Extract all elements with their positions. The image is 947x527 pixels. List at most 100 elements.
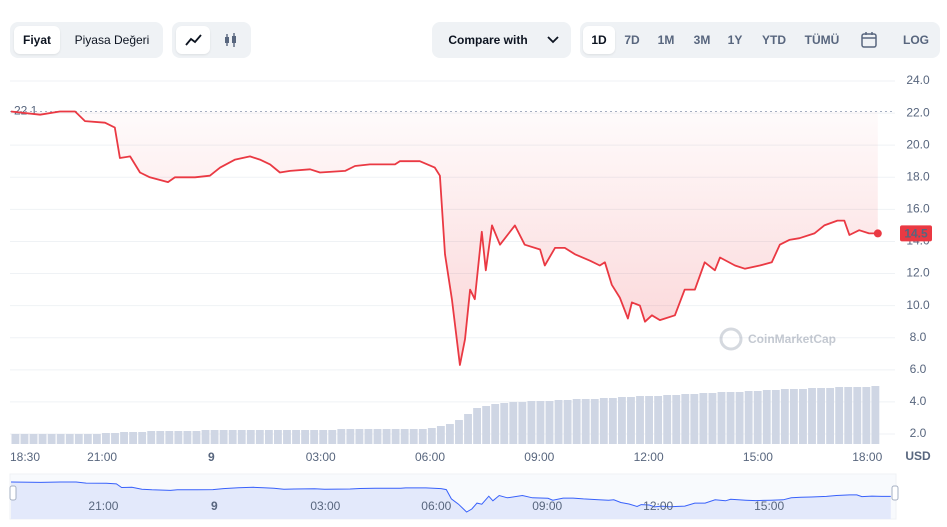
volume-bar xyxy=(355,429,364,444)
volume-bar xyxy=(427,428,436,444)
volume-bar xyxy=(255,430,264,444)
volume-bar xyxy=(681,394,690,444)
range-tab[interactable]: 3M xyxy=(693,33,711,47)
y-tick-label: 12.0 xyxy=(906,266,930,280)
tab[interactable]: Piyasa Değeri xyxy=(74,33,150,47)
x-tick-label: 21:00 xyxy=(87,450,117,464)
volume-bar xyxy=(228,430,237,444)
volume-bar xyxy=(301,430,310,444)
volume-bar xyxy=(111,433,119,444)
volume-bar xyxy=(735,392,744,444)
volume-bar xyxy=(147,431,156,444)
volume-bar xyxy=(436,426,445,444)
volume-bar xyxy=(617,397,626,444)
volume-bar xyxy=(455,420,463,444)
volume-bar xyxy=(364,429,373,444)
tab-selected[interactable] xyxy=(14,26,60,54)
range-tab[interactable]: 7D xyxy=(624,33,640,47)
volume-bar xyxy=(554,400,563,444)
range-selected[interactable] xyxy=(583,26,615,54)
navigator-handle[interactable] xyxy=(891,485,899,501)
volume-bar xyxy=(753,391,762,444)
compare-label[interactable]: Compare with xyxy=(448,33,528,47)
y-tick-label: 16.0 xyxy=(906,202,930,216)
y-tick-label: 4.0 xyxy=(910,394,927,408)
volume-bar xyxy=(853,387,862,444)
volume-bar xyxy=(102,433,110,444)
volume-bar xyxy=(120,432,128,444)
volume-bar xyxy=(545,401,554,444)
candle-icon[interactable] xyxy=(214,26,248,54)
volume-bar xyxy=(129,432,138,444)
y-tick-label: 10.0 xyxy=(906,298,930,312)
compare-dropdown[interactable] xyxy=(432,22,571,58)
last-value-box xyxy=(900,225,932,242)
volume-bar xyxy=(328,430,337,444)
navigator-handle[interactable] xyxy=(9,485,17,501)
volume-bar xyxy=(536,401,545,444)
volume-bar xyxy=(780,389,789,444)
navigator-area xyxy=(11,482,891,519)
range-tab[interactable]: 1D xyxy=(591,33,607,47)
volume-bar xyxy=(210,430,219,444)
navigator-tick-label: 09:00 xyxy=(532,499,562,513)
volume-bar xyxy=(726,392,735,444)
volume-bar xyxy=(183,431,192,444)
volume-bar xyxy=(47,434,56,444)
log-toggle[interactable]: LOG xyxy=(903,33,929,47)
watermark: CoinMarketCap xyxy=(719,327,836,351)
x-tick-label: 12:00 xyxy=(634,450,664,464)
volume-bar xyxy=(654,396,663,444)
volume-bar xyxy=(862,387,871,444)
range-tab[interactable]: TÜMÜ xyxy=(804,33,840,47)
chevron xyxy=(547,36,559,44)
volume-bar xyxy=(83,434,92,444)
volume-bar xyxy=(382,429,391,444)
x-tick-label: 09:00 xyxy=(524,450,554,464)
volume-bar xyxy=(482,406,491,444)
volume-bar xyxy=(563,400,572,444)
volume-bar xyxy=(409,429,418,444)
volume-bar xyxy=(844,387,853,444)
volume-bar xyxy=(246,430,255,444)
volume-bar xyxy=(446,424,454,444)
volume-bar xyxy=(219,430,228,444)
range-tab[interactable]: 1M xyxy=(657,33,675,47)
price-line xyxy=(10,110,878,366)
volume-bar xyxy=(156,431,165,444)
volume-bar xyxy=(599,398,608,444)
volume-bar xyxy=(174,431,183,444)
volume-bar xyxy=(74,434,83,444)
volume-bar xyxy=(346,429,355,444)
volume-bar xyxy=(29,434,38,444)
x-tick-label: 03:00 xyxy=(306,450,336,464)
volume-bar xyxy=(500,403,509,444)
volume-bar xyxy=(237,430,246,444)
last-value-label: 14.5 xyxy=(904,227,928,241)
line-type-button[interactable] xyxy=(176,26,210,54)
volume-bar xyxy=(717,392,726,444)
volume-bar xyxy=(310,430,319,444)
tab[interactable]: Fiyat xyxy=(22,33,51,47)
volume-bar xyxy=(826,388,835,444)
volume-bar xyxy=(636,396,644,444)
volume-bar xyxy=(56,434,65,444)
volume-bar xyxy=(274,430,282,444)
navigator-tick-label: 21:00 xyxy=(88,499,118,513)
volume-bar xyxy=(771,390,780,444)
volume-bar xyxy=(464,414,472,444)
volume-bar xyxy=(509,402,518,444)
reference-label: 22.1 xyxy=(14,104,38,118)
volume-bar xyxy=(292,430,300,444)
volume-bar xyxy=(708,393,717,444)
x-tick-label: 9 xyxy=(208,450,215,464)
volume-bar xyxy=(527,401,536,444)
calendar-icon[interactable] xyxy=(860,31,878,49)
x-tick-label: 15:00 xyxy=(743,450,773,464)
volume-bar xyxy=(165,431,174,444)
volume-bar xyxy=(817,388,825,444)
navigator-tick-label: 03:00 xyxy=(310,499,340,513)
range-tab[interactable]: 1Y xyxy=(727,33,743,47)
range-tab[interactable]: YTD xyxy=(762,33,786,47)
